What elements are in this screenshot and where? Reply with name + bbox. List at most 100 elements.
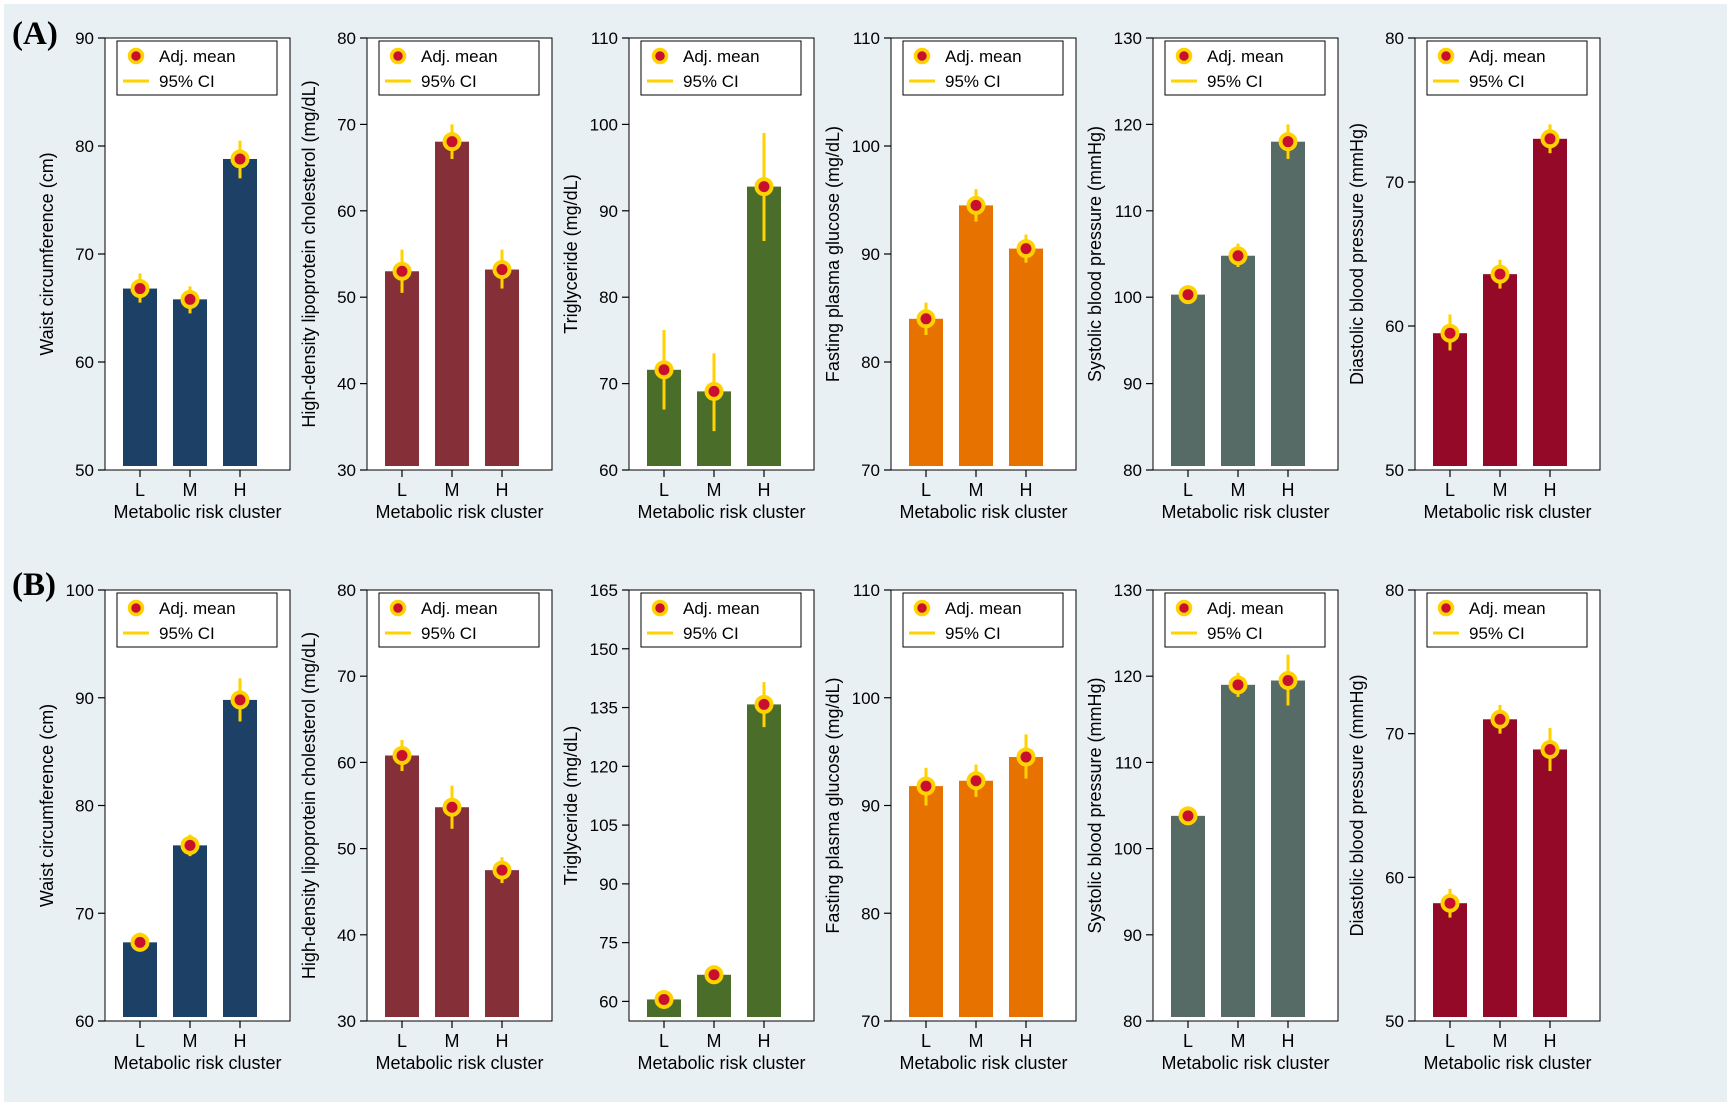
y-tick-label: 70 — [75, 245, 94, 264]
chart-panel: 80 90 100 110 120 130 Systolic blood pressure … — [1085, 29, 1339, 522]
chart-panel: 60 70 80 90 100 Waist circumference (cm) L M HMe… — [37, 581, 291, 1073]
bar-l — [909, 786, 943, 1017]
y-tick-label: 135 — [590, 699, 618, 718]
x-tick-label: M — [969, 480, 984, 500]
y-axis-title: High-density lipoprotein cholesterol (mg… — [299, 632, 319, 979]
y-tick-label: 50 — [1385, 1012, 1404, 1031]
legend-box — [1426, 40, 1588, 96]
row-label: (B) — [12, 567, 56, 603]
chart-panel: 60 70 80 90 100 110 Triglyceride (mg/dL) L M HMet… — [561, 29, 815, 522]
legend-marker-icon — [1437, 599, 1455, 617]
mean-marker — [966, 195, 986, 215]
legend: Adj. mean 95% CI — [116, 40, 278, 96]
chart-panel: 30 40 50 60 70 80 High-density lipoprotein cho… — [299, 581, 553, 1073]
x-tick-label: H — [758, 1031, 771, 1051]
x-axis-title: Metabolic risk cluster — [1423, 502, 1591, 522]
bar-h — [1533, 138, 1567, 467]
legend: Adj. mean 95% CI — [378, 40, 540, 96]
legend-marker-icon — [651, 47, 669, 65]
legend-label-ci: 95% CI — [945, 624, 1001, 643]
y-tick-label: 60 — [337, 202, 356, 221]
mean-marker — [654, 360, 674, 380]
y-tick-label: 90 — [1123, 375, 1142, 394]
legend-marker-icon — [1175, 47, 1193, 65]
x-tick-label: L — [135, 1031, 145, 1051]
legend-marker-icon — [389, 599, 407, 617]
x-tick-label: M — [707, 480, 722, 500]
legend-label-mean: Adj. mean — [945, 47, 1022, 66]
bar-l — [385, 755, 419, 1017]
legend-label-mean: Adj. mean — [1207, 599, 1284, 618]
bar-m — [959, 205, 993, 466]
legend: Adj. mean 95% CI — [902, 40, 1064, 96]
mean-marker — [916, 776, 936, 796]
chart-panel: 50 60 70 80 Diastolic blood pressure (mmHg) L… — [1347, 581, 1601, 1073]
mean-marker — [704, 381, 724, 401]
y-tick-label: 100 — [852, 689, 880, 708]
x-axis-title: Metabolic risk cluster — [375, 502, 543, 522]
x-tick-label: H — [496, 1031, 509, 1051]
bar-l — [123, 942, 157, 1017]
x-axis-title: Metabolic risk cluster — [637, 1053, 805, 1073]
x-tick-label: L — [659, 1031, 669, 1051]
mean-marker — [654, 989, 674, 1009]
mean-marker — [754, 694, 774, 714]
bar-h — [1271, 141, 1305, 466]
y-tick-label: 30 — [337, 461, 356, 480]
y-tick-label: 60 — [75, 353, 94, 372]
y-tick-label: 90 — [75, 689, 94, 708]
mean-marker — [230, 690, 250, 710]
y-tick-label: 40 — [337, 375, 356, 394]
legend-box — [116, 40, 278, 96]
y-tick-label: 80 — [75, 137, 94, 156]
bar-m — [1221, 255, 1255, 466]
y-tick-label: 110 — [1115, 753, 1142, 772]
y-axis-title: Fasting plasma glucose (mg/dL) — [823, 677, 843, 933]
y-tick-label: 100 — [852, 137, 880, 156]
mean-marker — [1490, 264, 1510, 284]
mean-marker — [1178, 285, 1198, 305]
bar-l — [1433, 333, 1467, 466]
legend-label-ci: 95% CI — [1207, 72, 1263, 91]
y-tick-label: 70 — [861, 461, 880, 480]
mean-marker — [966, 771, 986, 791]
x-tick-label: M — [1493, 1031, 1508, 1051]
bar-h — [1271, 680, 1305, 1017]
x-tick-label: L — [659, 480, 669, 500]
bar-m — [1483, 274, 1517, 466]
x-axis-title: Metabolic risk cluster — [113, 1053, 281, 1073]
mean-marker — [442, 132, 462, 152]
chart-panel: 70 80 90 100 110 Fasting plasma glucose (mg/d… — [823, 29, 1077, 522]
y-tick-label: 120 — [590, 757, 618, 776]
y-tick-label: 60 — [1385, 317, 1404, 336]
y-tick-label: 70 — [599, 375, 618, 394]
y-tick-label: 80 — [1123, 461, 1142, 480]
x-tick-label: H — [496, 480, 509, 500]
y-tick-label: 150 — [590, 640, 618, 659]
y-tick-label: 80 — [599, 288, 618, 307]
legend-label-mean: Adj. mean — [421, 599, 498, 618]
y-tick-label: 90 — [861, 797, 880, 816]
legend: Adj. mean 95% CI — [640, 592, 802, 648]
bar-l — [1171, 294, 1205, 466]
y-tick-label: 70 — [1385, 725, 1404, 744]
x-tick-label: H — [1544, 480, 1557, 500]
bar-m — [435, 141, 469, 466]
legend-label-mean: Adj. mean — [159, 47, 236, 66]
bar-h — [747, 704, 781, 1017]
legend-label-mean: Adj. mean — [159, 599, 236, 618]
legend-marker-icon — [913, 47, 931, 65]
y-axis-title: Fasting plasma glucose (mg/dL) — [823, 126, 843, 382]
y-tick-label: 70 — [337, 667, 356, 686]
y-axis-title: Diastolic blood pressure (mmHg) — [1347, 123, 1367, 385]
bar-m — [435, 807, 469, 1017]
y-axis-title: High-density lipoprotein cholesterol (mg… — [299, 80, 319, 427]
x-axis-title: Metabolic risk cluster — [637, 502, 805, 522]
y-tick-label: 80 — [337, 581, 356, 600]
legend: Adj. mean 95% CI — [116, 592, 278, 648]
x-tick-label: L — [921, 480, 931, 500]
x-tick-label: M — [445, 1031, 460, 1051]
x-axis-title: Metabolic risk cluster — [1423, 1053, 1591, 1073]
